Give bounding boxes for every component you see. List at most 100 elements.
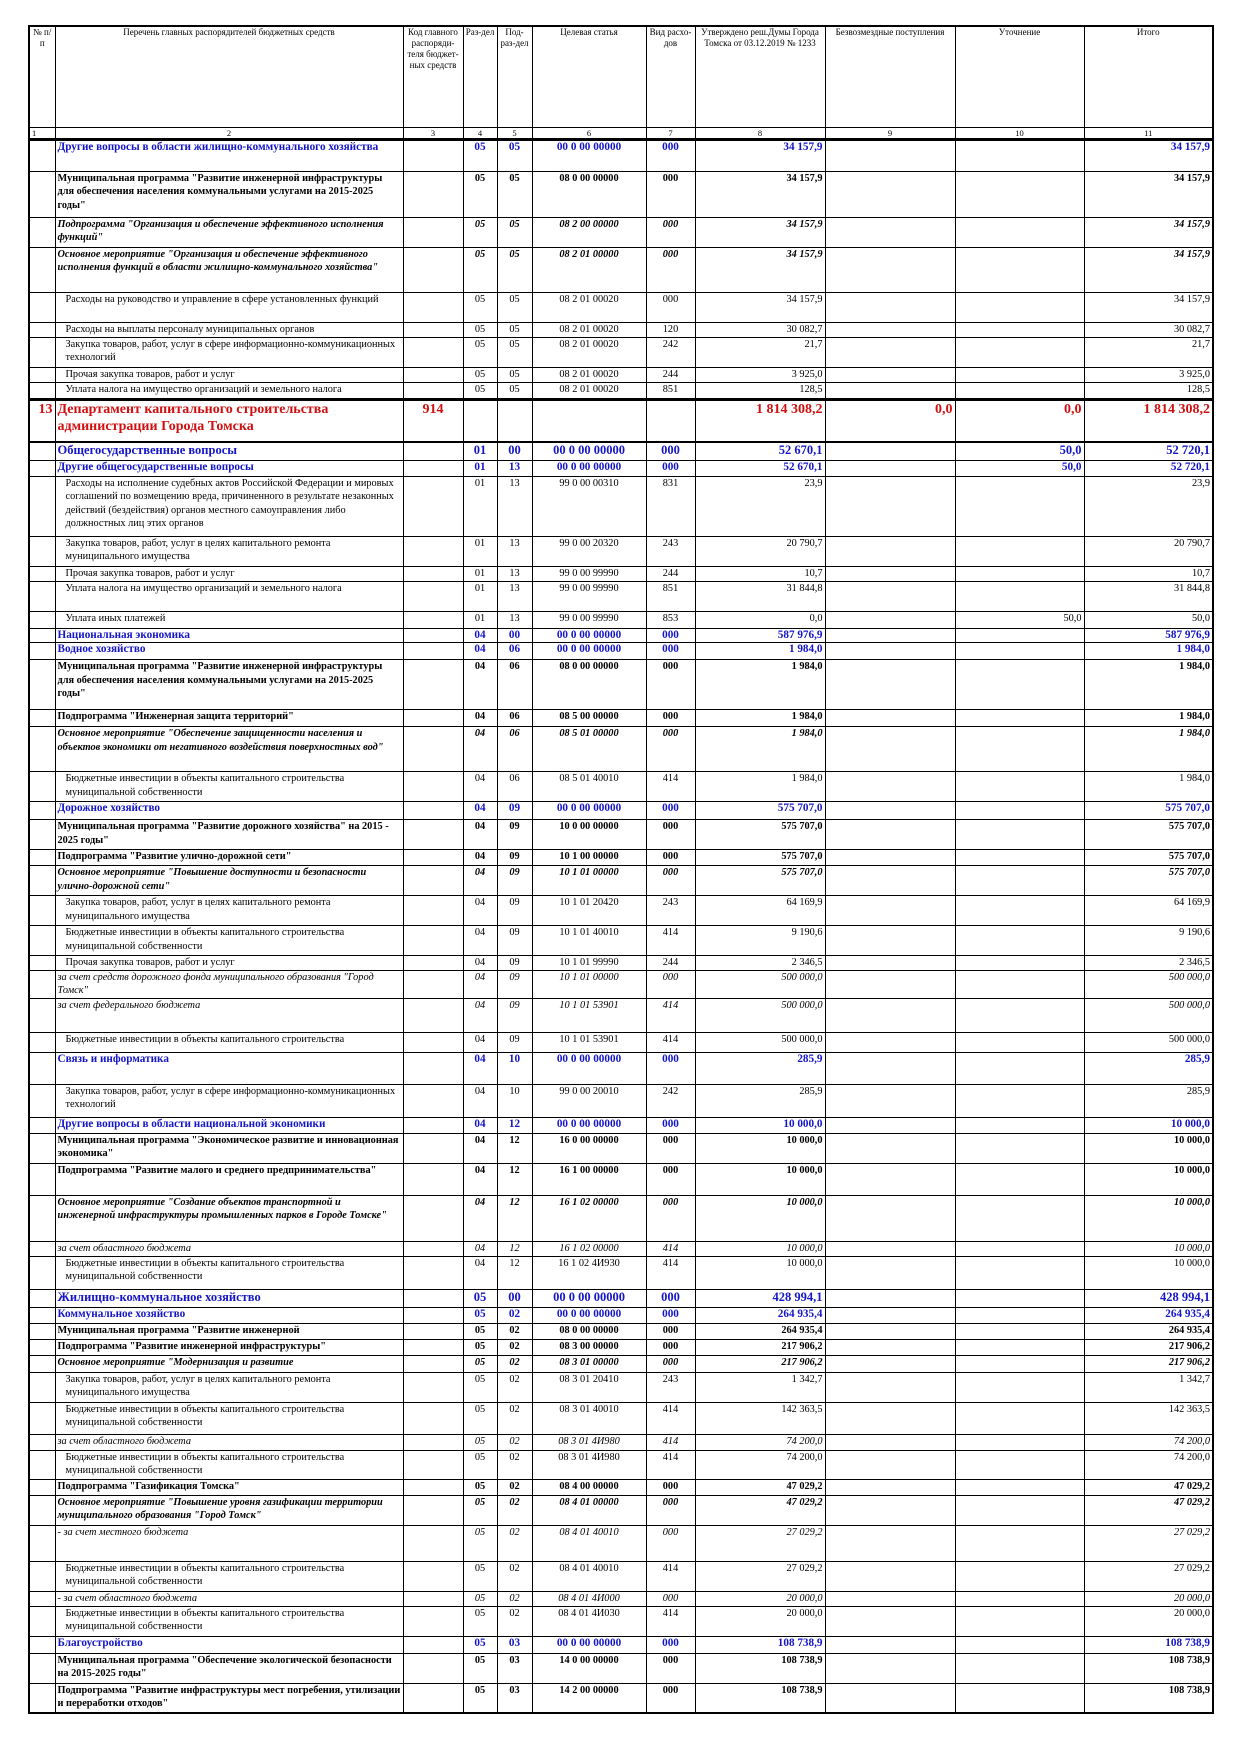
cell [28,1288,56,1308]
cell: 01 [462,565,498,582]
cell [28,627,56,643]
cell: 04 [462,895,498,926]
cell: 12 [496,1132,533,1164]
cell: 12 [496,1162,533,1196]
cell: 02 [496,1494,533,1526]
cell: 10 000,0 [1083,1194,1214,1242]
cell [402,627,464,643]
cell: 31 844,8 [694,580,826,612]
cell [496,397,533,443]
cell: 99 0 00 00310 [531,475,647,537]
cell: 587 976,9 [1083,627,1214,643]
cell [824,1401,956,1435]
cell: 264 935,4 [694,1322,826,1340]
table-row: Расходы на исполнение судебных актов Рос… [28,475,1214,537]
cell: 285,9 [1083,1051,1214,1085]
cell: 05 [462,1524,498,1562]
column-number-row: 1 2 3 4 5 6 7 8 9 10 11 [28,126,1214,141]
cell [954,1652,1085,1684]
cell: 52 670,1 [694,441,826,461]
cell: 34 157,9 [1083,216,1214,248]
cell [28,1240,56,1257]
cell: 16 1 02 4И930 [531,1255,647,1290]
cell: 47 029,2 [1083,1494,1214,1526]
cell [954,321,1085,338]
cell [954,1494,1085,1526]
cell [954,1338,1085,1356]
cell: 10 1 01 00000 [531,969,647,999]
cell: 2 346,5 [1083,955,1214,971]
cell: 414 [645,1401,696,1435]
cell: 02 [496,1524,533,1562]
cell: за счет областного бюджета [54,1433,404,1451]
document: № п/п Перечень главных распорядителей бюд… [28,25,1214,1714]
cell: 1 984,0 [694,642,826,660]
cell: 09 [496,819,533,850]
cell [954,170,1085,218]
cell: Подпрограмма "Организация и обеспечение … [54,216,404,248]
cell [28,291,56,323]
cell: 04 [462,709,498,727]
cell [824,1162,956,1196]
cell: 05 [496,366,533,383]
table-row: Подпрограмма "Развитие инженерной инфрас… [28,1338,1214,1356]
cell: 02 [496,1401,533,1435]
cell: Департамент капитального строительства а… [54,397,404,443]
cell [824,895,956,926]
cell: 217 906,2 [1083,1338,1214,1356]
cell: 3 925,0 [694,366,826,383]
cell [28,1354,56,1373]
cell: 12 [496,1240,533,1257]
cell: 13 [496,580,533,612]
cell [462,397,498,443]
cell: 04 [462,1083,498,1118]
cell [28,1449,56,1480]
cell: 10 000,0 [694,1116,826,1134]
table-row: Другие вопросы в области жилищно-коммуна… [28,138,1214,172]
cell: 244 [645,955,696,971]
cell: 08 2 01 00000 [531,246,647,293]
cell [954,969,1085,999]
cell: 217 906,2 [1083,1354,1214,1373]
cell: 000 [645,1682,696,1714]
cell: 04 [462,627,498,643]
cell [402,819,464,850]
cell [402,1306,464,1324]
cell: Другие вопросы в области национальной эк… [54,1116,404,1134]
cell: 000 [645,1288,696,1308]
cell: 52 670,1 [694,459,826,477]
cell: 000 [645,441,696,461]
cell: 05 [462,1338,498,1356]
cell: Расходы на исполнение судебных актов Рос… [54,475,404,537]
cell: 20 000,0 [694,1590,826,1607]
cell: 108 738,9 [694,1635,826,1654]
cell [954,1288,1085,1308]
cell: 01 [462,475,498,537]
cell: 05 [462,366,498,383]
cell: Бюджетные инвестиции в объекты капитальн… [54,771,404,802]
cell: 1 984,0 [1083,726,1214,772]
cell [28,1494,56,1526]
cell [954,1306,1085,1324]
cell [954,1322,1085,1340]
cell [954,771,1085,802]
cell: 000 [645,1590,696,1607]
cell: 00 [496,441,533,461]
cell: 47 029,2 [694,1478,826,1496]
cell: 10 000,0 [694,1132,826,1164]
table-row: Уплата иных платежей 01 13 99 0 00 99990 853… [28,610,1214,629]
cell: 851 [645,381,696,400]
cell: 08 3 01 4И980 [531,1433,647,1451]
cell [824,709,956,727]
cell [402,381,464,400]
cell: 02 [496,1449,533,1480]
cell [28,1194,56,1242]
cell [954,246,1085,293]
cell: Целевая статья [531,25,647,128]
cell: 04 [462,1162,498,1196]
cell: 01 [462,459,498,477]
cell: 1 984,0 [1083,771,1214,802]
cell: 20 790,7 [694,535,826,567]
cell [824,627,956,643]
cell [28,321,56,338]
